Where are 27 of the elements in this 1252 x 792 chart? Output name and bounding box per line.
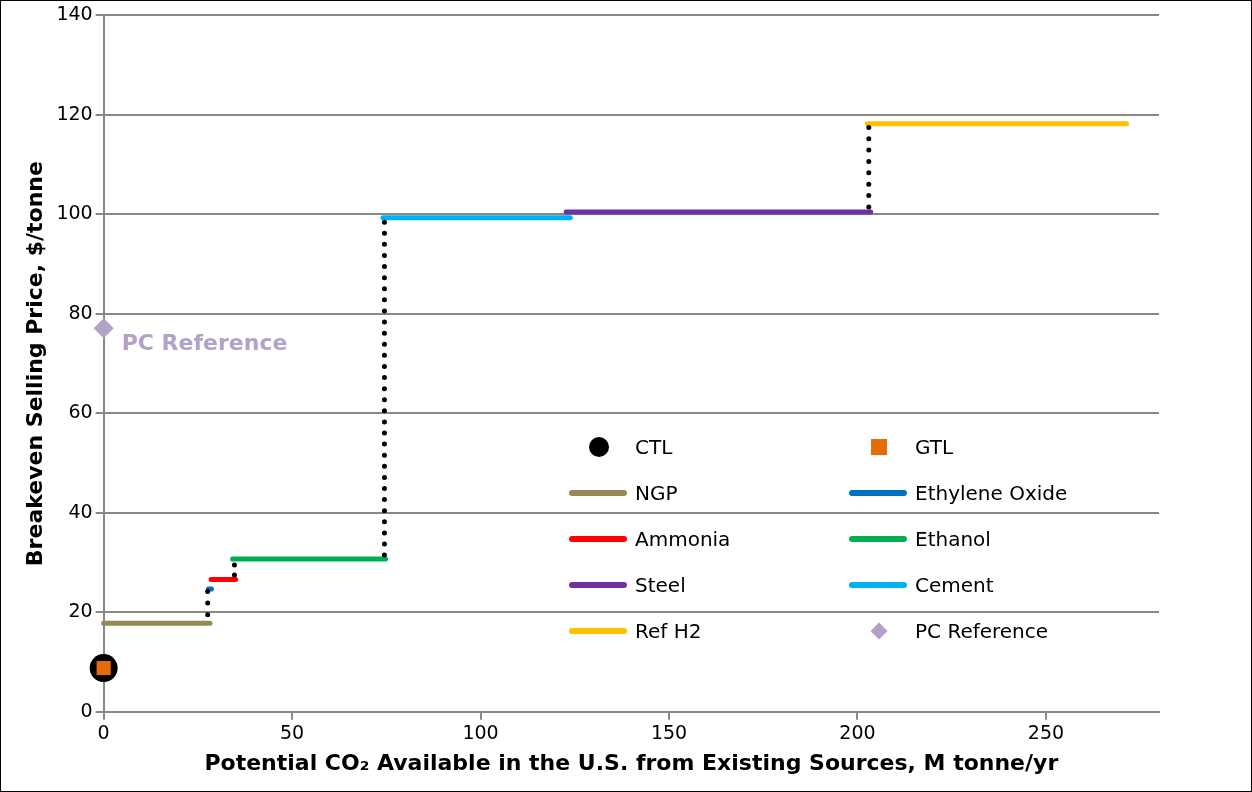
legend-label: Ammonia [635, 526, 731, 551]
legend-label: CTL [635, 434, 673, 459]
y-tick-label: 120 [56, 101, 93, 124]
legend-label: NGP [635, 480, 678, 505]
legend-label: Steel [635, 572, 686, 597]
y-tick-label: 80 [68, 300, 93, 323]
annotation: PC Reference [121, 330, 288, 355]
x-tick-label: 200 [839, 721, 876, 744]
legend-label: Ethanol [915, 526, 991, 551]
legend-label: GTL [915, 434, 954, 459]
legend-label: PC Reference [915, 618, 1049, 643]
y-tick-label: 60 [68, 400, 93, 423]
x-tick-label: 50 [280, 721, 305, 744]
x-tick-label: 100 [462, 721, 499, 744]
y-axis-title: Breakeven Selling Price, $/tonne [21, 161, 47, 567]
y-tick-label: 140 [56, 2, 93, 25]
legend-label: Ethylene Oxide [915, 480, 1068, 505]
y-tick-label: 40 [68, 499, 93, 522]
y-tick-label: 0 [80, 698, 93, 721]
legend-label: Ref H2 [635, 618, 702, 643]
x-tick-label: 0 [97, 721, 110, 744]
y-tick-label: 100 [56, 201, 93, 224]
x-axis-title: Potential CO₂ Available in the U.S. from Existing Sources, M tonne/yr [204, 749, 1059, 775]
x-tick-label: 150 [650, 721, 688, 744]
y-tick-label: 20 [68, 599, 93, 622]
legend-label: Cement [915, 572, 994, 597]
x-tick-label: 250 [1027, 721, 1065, 744]
